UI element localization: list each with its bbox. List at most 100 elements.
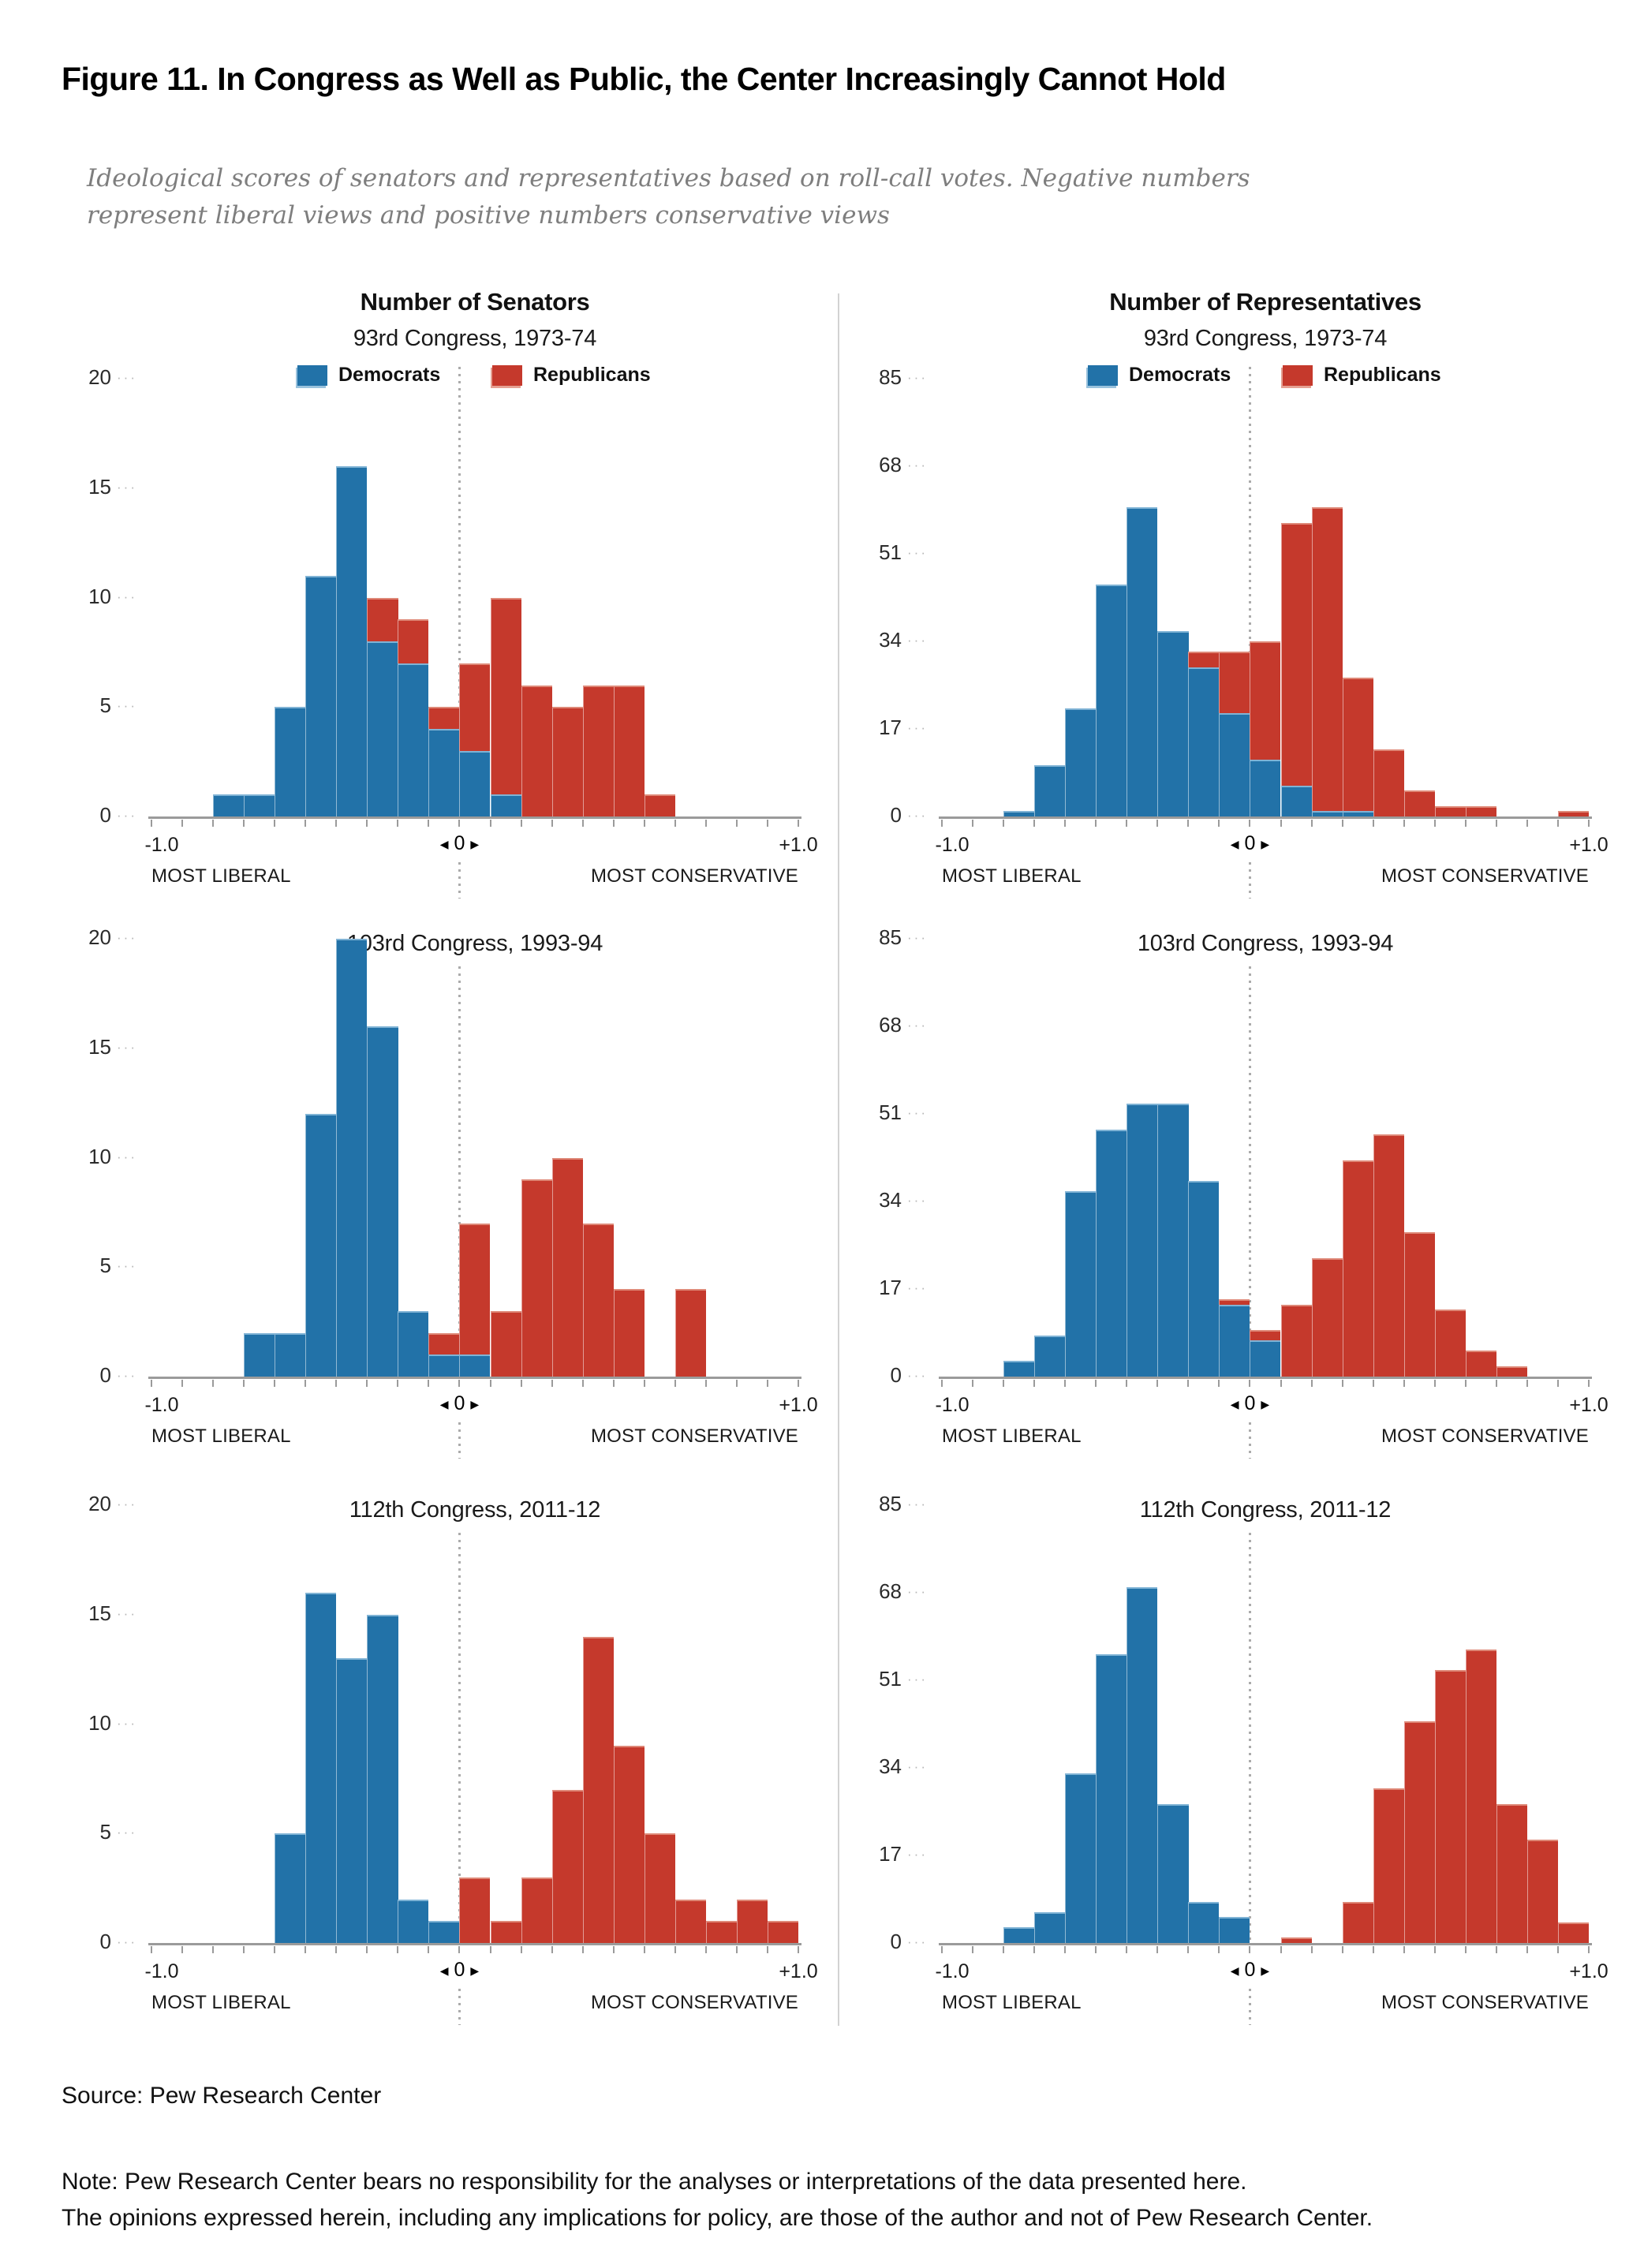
x-axis-tick — [520, 1380, 522, 1387]
x-axis-tick — [335, 1380, 338, 1387]
x-axis-tick — [1064, 820, 1067, 827]
right-triangle-icon: ▶ — [470, 837, 480, 850]
x-axis-tick — [581, 1380, 584, 1387]
bar-democrat — [1157, 1103, 1189, 1377]
bar-republican — [582, 1636, 614, 1943]
y-axis-label-51: 51 ··· — [854, 1100, 928, 1125]
plot-area-senate-93: -1.0 +1.0 ◀ 0 ▶ MOST LIBERAL MOST CONSERVATIVE — [144, 367, 818, 899]
x-axis-tick — [766, 1380, 768, 1387]
gridline-dots: ··· — [907, 1018, 928, 1033]
y-axis-label-51: 51 ··· — [854, 1667, 928, 1691]
x-axis-tick — [243, 1380, 245, 1387]
x-axis-tick — [612, 820, 615, 827]
democrats-swatch-icon — [1088, 364, 1118, 386]
y-axis-label-0: 0 ··· — [854, 1363, 928, 1388]
bar-republican — [1342, 677, 1373, 812]
gridline-dots: ··· — [907, 1934, 928, 1949]
bar-republican — [459, 1223, 491, 1355]
y-axis-label-0: 0 ··· — [854, 1930, 928, 1954]
caption-most-conservative: MOST CONSERVATIVE — [1381, 1992, 1589, 2013]
bar-democrat — [1311, 811, 1343, 816]
chart-column-title-senate-93: Number of Senators — [360, 288, 590, 316]
caption-most-liberal: MOST LIBERAL — [942, 1425, 1082, 1447]
bar-republican — [1250, 641, 1281, 760]
bar-republican — [490, 1921, 521, 1943]
y-axis-label-0: 0 ··· — [63, 1363, 137, 1388]
y-axis-label-value: 17 — [879, 716, 902, 739]
bar-republican — [582, 1223, 614, 1377]
y-axis-label-value: 10 — [88, 1144, 112, 1168]
gridline-dots: ··· — [907, 633, 928, 648]
x-axis-tick — [643, 1946, 645, 1953]
gridline-dots: ··· — [117, 479, 137, 495]
x-axis-tick — [1464, 1946, 1467, 1953]
x-axis-tick — [1218, 1380, 1220, 1387]
x-axis-tick — [551, 820, 553, 827]
x-axis-tick — [305, 1946, 307, 1953]
x-axis-tick — [428, 820, 430, 827]
bar-democrat — [336, 1658, 368, 1943]
x-axis-tick — [335, 1946, 338, 1953]
bar-democrat — [1127, 1587, 1158, 1943]
gridline-dots: ··· — [117, 698, 137, 714]
x-axis-tick — [1403, 820, 1405, 827]
plot-area-house-93: -1.0 +1.0 ◀ 0 ▶ MOST LIBERAL MOST CONSERVATIVE — [935, 367, 1609, 899]
right-triangle-icon: ▶ — [470, 1963, 480, 1977]
left-triangle-icon: ◀ — [1230, 837, 1239, 850]
democrats-swatch-icon — [297, 364, 327, 386]
x-axis-tick — [397, 820, 399, 827]
x-axis-tick — [1588, 1380, 1590, 1387]
bar-democrat — [305, 575, 337, 816]
republicans-swatch-icon — [492, 364, 522, 386]
x-axis-tick — [941, 1946, 943, 1953]
x-label-max: +1.0 — [779, 1394, 818, 1416]
zero-marker-label: 0 — [454, 1959, 465, 1981]
y-axis-label-15: 15 ··· — [63, 1601, 137, 1626]
y-axis-label-value: 5 — [99, 1254, 112, 1278]
zero-marker: ◀ 0 ▶ — [412, 834, 506, 854]
x-axis-tick — [458, 1380, 461, 1387]
zero-marker: ◀ 0 ▶ — [412, 1960, 506, 1980]
x-axis-tick — [1588, 820, 1590, 827]
bar-democrat — [367, 1614, 398, 1943]
x-axis-tick — [581, 1946, 584, 1953]
bar-democrat — [1034, 1335, 1066, 1377]
chart-congress-title-house-103: 103rd Congress, 1993-94 — [1137, 931, 1394, 956]
x-axis-tick — [366, 1380, 368, 1387]
gridline-dots: ··· — [907, 1759, 928, 1774]
bar-democrat — [428, 1354, 460, 1377]
right-triangle-icon: ▶ — [1261, 837, 1270, 850]
x-axis-tick — [798, 820, 799, 827]
y-axis-label-value: 68 — [879, 1579, 902, 1603]
gridline-dots: ··· — [117, 1496, 137, 1511]
x-axis-tick — [212, 1380, 215, 1387]
x-label-min: -1.0 — [935, 1960, 970, 1982]
plot-area-senate-112: -1.0 +1.0 ◀ 0 ▶ MOST LIBERAL MOST CONSERVATIVE — [144, 1505, 818, 2025]
bar-republican — [551, 707, 583, 816]
note-line-2: The opinions expressed herein, including… — [62, 2205, 1373, 2231]
x-axis-tick — [489, 1380, 491, 1387]
bar-democrat — [1157, 630, 1189, 816]
x-axis-tick — [1249, 1380, 1251, 1387]
bar-republican — [1219, 1299, 1250, 1305]
bar-republican — [644, 794, 675, 816]
x-axis-tick — [181, 1380, 184, 1387]
x-axis-tick — [366, 820, 368, 827]
x-axis-tick — [1095, 820, 1097, 827]
x-axis-tick — [1310, 1380, 1313, 1387]
gridline-dots: ··· — [907, 930, 928, 945]
y-axis-label-0: 0 ··· — [854, 803, 928, 828]
x-axis-tick — [181, 1946, 184, 1953]
y-axis-label-value: 5 — [99, 1820, 112, 1844]
gridline-dots: ··· — [117, 370, 137, 385]
bar-democrat — [305, 1593, 337, 1943]
gridline-dots: ··· — [907, 370, 928, 385]
legend-item-democrats: Democrats — [1088, 364, 1231, 387]
bar-republican — [582, 685, 614, 816]
x-axis-tick — [1433, 1380, 1436, 1387]
y-axis-label-value: 0 — [99, 803, 112, 827]
bar-republican — [1342, 1901, 1373, 1943]
x-axis-tick — [1249, 820, 1251, 827]
y-axis-label-0: 0 ··· — [63, 803, 137, 828]
figure-subtitle-line-1: Ideological scores of senators and repre… — [87, 164, 1250, 192]
